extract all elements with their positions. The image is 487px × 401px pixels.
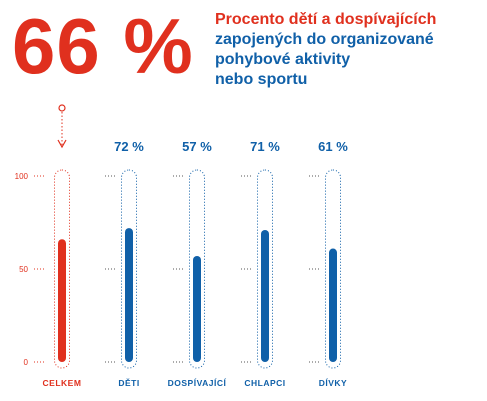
- headline-line-2: zapojených do organizované: [215, 31, 434, 48]
- bar-value-label: 57 %: [182, 139, 212, 154]
- category-label: DÍVKY: [319, 378, 347, 388]
- bar-tube-outline: [325, 169, 341, 369]
- headline-line-3: pohybové aktivity: [215, 51, 351, 68]
- bar-fill: [329, 248, 337, 362]
- y-tick-label: 50: [19, 265, 28, 274]
- bar-value-label: 61 %: [318, 139, 348, 154]
- category-label: DOSPÍVAJÍCÍ: [168, 378, 227, 388]
- category-label: CHLAPCI: [244, 378, 285, 388]
- headline-line-1: Procento dětí a dospívajících: [215, 11, 437, 28]
- bar-group-dospívající: 57 % DOSPÍVAJÍCÍ: [168, 139, 227, 388]
- bar-fill: [261, 229, 269, 362]
- bar-group-děti: 72 % DĚTI: [105, 139, 144, 388]
- headline-line-4: nebo sportu: [215, 71, 308, 88]
- pointer-circle: [58, 104, 66, 112]
- bar-fill: [193, 255, 201, 362]
- bar-group-dívky: 61 % DÍVKY: [309, 139, 348, 388]
- bar-tube-outline: [121, 169, 137, 369]
- bar-value-label: 71 %: [250, 139, 280, 154]
- y-tick-label: 0: [24, 358, 29, 367]
- chart-headline: Procento dětí a dospívajících zapojených…: [215, 10, 485, 90]
- category-label: DĚTI: [118, 377, 139, 388]
- bar-tube-outline: [257, 169, 273, 369]
- bar-tube-outline: [54, 169, 70, 369]
- bar-value-label: 72 %: [114, 139, 144, 154]
- bar-tube-outline: [189, 169, 205, 369]
- bar-group-chlapci: 71 % CHLAPCI: [241, 139, 285, 388]
- bar-group-celkem: CELKEM: [43, 169, 82, 388]
- category-label: CELKEM: [43, 378, 82, 388]
- hero-percentage: 66 %: [12, 2, 194, 90]
- pointer-arrowhead: [57, 139, 67, 149]
- bar-fill: [125, 228, 133, 362]
- bar-fill: [58, 239, 66, 362]
- y-tick-label: 100: [15, 172, 29, 181]
